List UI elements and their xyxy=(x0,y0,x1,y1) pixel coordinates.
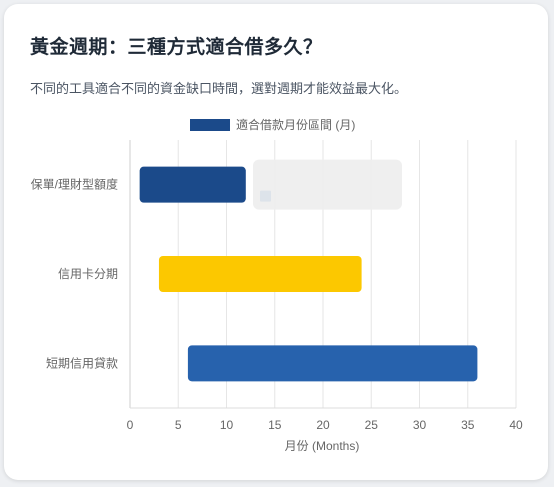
legend-label: 適合借款月份區間 (月) xyxy=(236,118,356,132)
chart-card: 黃金週期：三種方式適合借多久？ 不同的工具適合不同的資金缺口時間，選對週期才能效… xyxy=(4,4,548,480)
x-tick-label: 20 xyxy=(316,418,330,432)
tooltip-panel xyxy=(253,159,402,210)
x-tick-label: 10 xyxy=(220,418,234,432)
x-tick-label: 0 xyxy=(127,418,134,432)
x-axis-title: 月份 (Months) xyxy=(285,439,360,453)
x-tick-label: 5 xyxy=(175,418,182,432)
bar[interactable] xyxy=(139,166,246,203)
bar[interactable] xyxy=(187,345,478,382)
x-tick-label: 15 xyxy=(268,418,282,432)
x-tick-label: 35 xyxy=(461,418,475,432)
chart-legend[interactable]: 適合借款月份區間 (月) xyxy=(190,116,355,133)
page-subtitle: 不同的工具適合不同的資金缺口時間，選對週期才能效益最大化。 xyxy=(30,81,408,96)
page-title: 黃金週期：三種方式適合借多久？ xyxy=(30,37,323,58)
category-label: 保單/理財型額度 xyxy=(31,177,118,192)
category-label: 短期信用貸款 xyxy=(46,355,118,370)
legend-swatch xyxy=(190,118,230,131)
bars xyxy=(139,166,478,382)
x-axis-ticks: 0 5 10 15 20 25 30 35 40 xyxy=(127,418,523,432)
x-tick-label: 25 xyxy=(365,418,379,432)
category-label: 信用卡分期 xyxy=(58,267,118,281)
hover-tooltip xyxy=(253,159,402,210)
tooltip-swatch xyxy=(260,190,271,202)
x-tick-label: 30 xyxy=(413,418,427,432)
x-tick-label: 40 xyxy=(509,418,523,432)
bar[interactable] xyxy=(158,256,362,292)
